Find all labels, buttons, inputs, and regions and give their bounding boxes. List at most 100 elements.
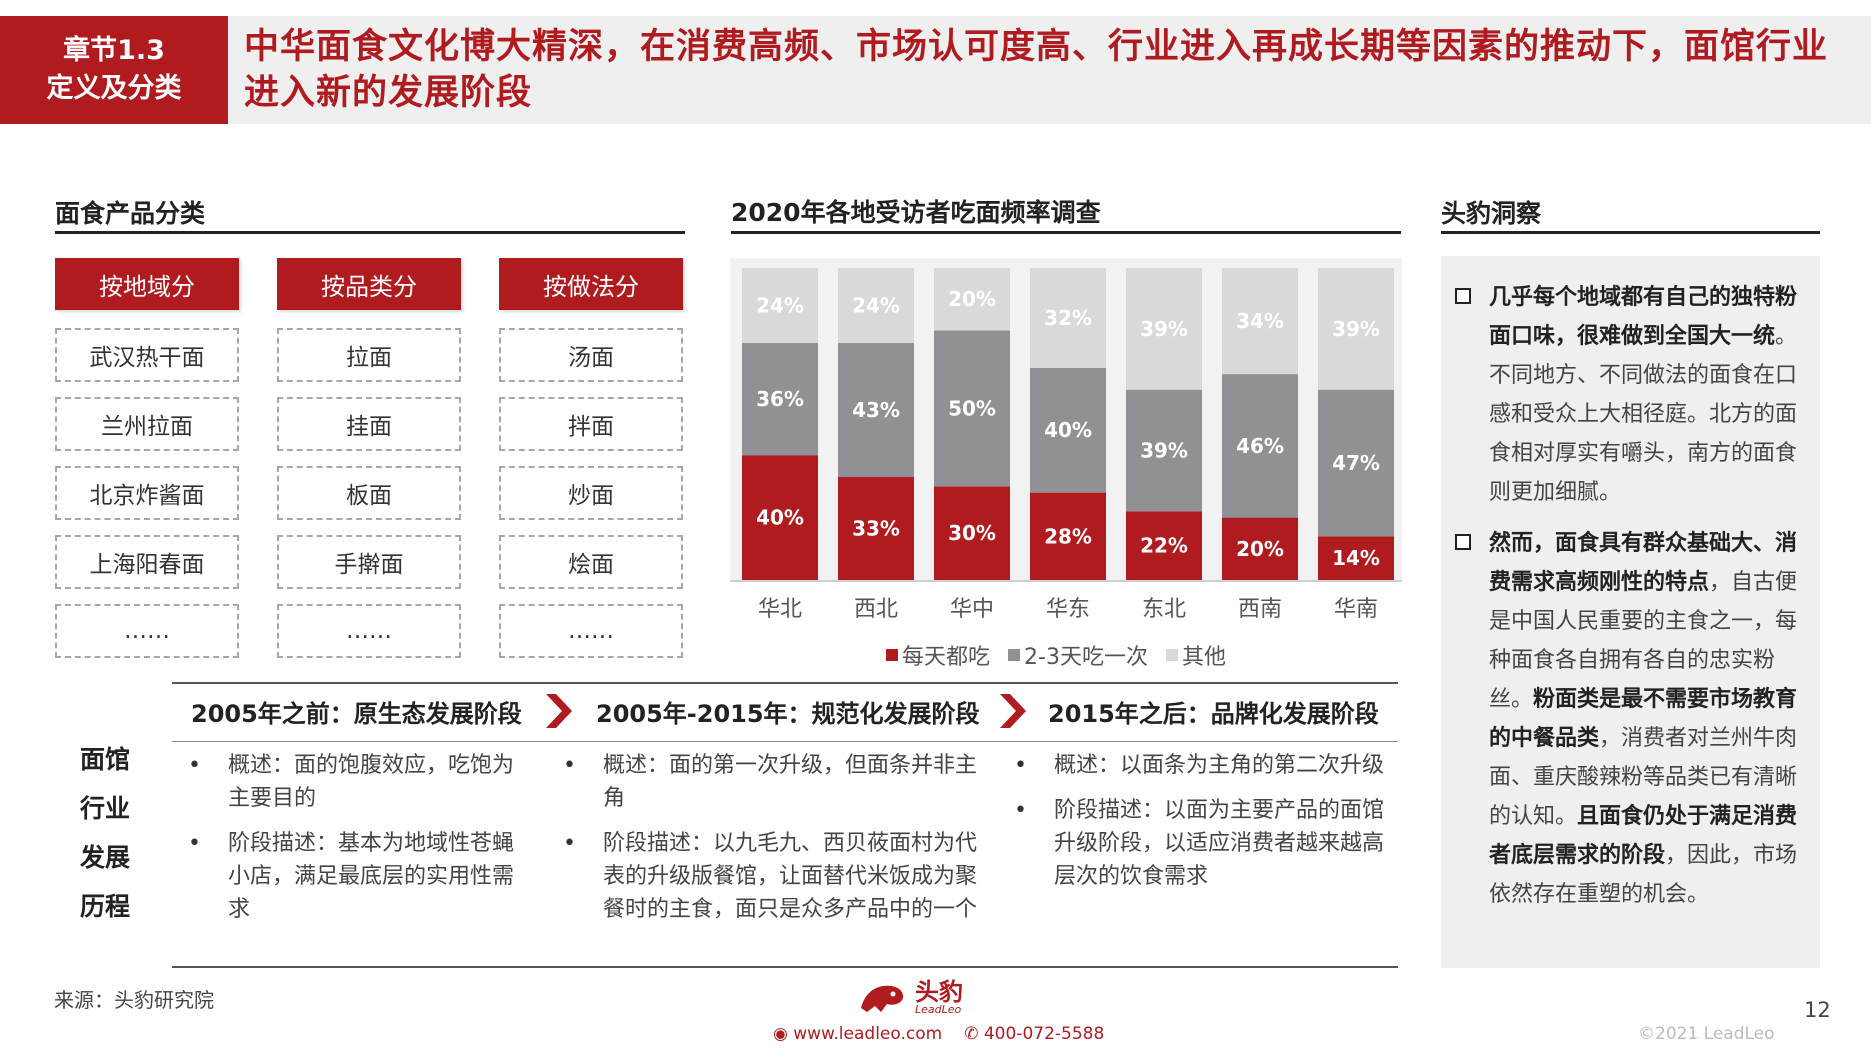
- source-note: 来源：头豹研究院: [54, 988, 214, 1012]
- data-label: 43%: [852, 398, 900, 422]
- insight-point-2-text-3: ，因此，市场依然存在重塑的机会。: [1489, 843, 1798, 907]
- classification-item: 烩面: [499, 535, 683, 589]
- classification-item: 拉面: [277, 328, 461, 382]
- side-label-line-4: 历程: [80, 892, 131, 921]
- classification-item: 武汉热干面: [55, 328, 239, 382]
- bar-segment: [742, 268, 818, 343]
- data-label: 50%: [948, 396, 996, 420]
- bar-segment: [934, 330, 1010, 487]
- logo-text-block: 头豹 LeadLeo: [915, 977, 963, 1016]
- data-label: 24%: [756, 293, 804, 317]
- data-label: 33%: [852, 517, 900, 541]
- logo-subtitle: LeadLeo: [915, 1002, 962, 1016]
- classification-title: 面食产品分类: [55, 199, 206, 228]
- insight-point-1-bold: 几乎每个地域都有自己的独特粉面口味，很难做到全国大一统: [1489, 285, 1798, 349]
- insight-list: 几乎每个地域都有自己的独特粉面口味，很难做到全国大一统。不同地方、不同做法的面食…: [1451, 278, 1813, 926]
- leadleo-logo: 头豹 LeadLeo: [857, 978, 963, 1018]
- classification-item: 北京炸酱面: [55, 466, 239, 520]
- timeline-bottom-line: [172, 966, 1398, 968]
- x-tick-label: 西北: [854, 597, 898, 622]
- classification-item: 板面: [277, 466, 461, 520]
- logo-name: 头豹: [915, 977, 963, 1006]
- bar-segment: [1222, 268, 1298, 375]
- legend-item: 其他: [1165, 639, 1226, 671]
- classification-item: 拌面: [499, 397, 683, 451]
- insight-point-2: 然而，面食具有群众基础大、消费需求高频刚性的特点，自古便是中国人民重要的主食之一…: [1451, 524, 1813, 914]
- chart-legend: 每天都吃 2-3天吃一次 其他: [886, 639, 1226, 671]
- x-tick-label: 华东: [1046, 597, 1090, 622]
- x-tick-label: 华中: [950, 597, 994, 622]
- bar-segment: [838, 268, 914, 343]
- data-label: 46%: [1236, 434, 1284, 458]
- side-label-line-2: 行业: [80, 794, 131, 823]
- data-label: 36%: [756, 387, 804, 411]
- phone-icon: ✆: [964, 1024, 979, 1044]
- classification-divider: [55, 231, 685, 234]
- bar-segment: [742, 342, 818, 456]
- data-label: 34%: [1236, 309, 1284, 333]
- legend-label: 每天都吃: [902, 645, 991, 670]
- stage-1-description: 阶段描述：基本为地域性苍蝇小店，满足最底层的实用性需求: [186, 827, 526, 926]
- bar-segment: [1126, 389, 1202, 512]
- bar-segment: [1030, 268, 1106, 368]
- checkbox-bullet-icon: [1455, 288, 1471, 304]
- timeline-top-line: [172, 682, 1398, 684]
- page-title: 中华面食文化博大精深，在消费高频、市场认可度高、行业进入再成长期等因素的推动下，…: [244, 27, 1829, 113]
- bar-segment: [934, 268, 1010, 331]
- classification-header: 按品类分: [277, 258, 461, 310]
- bar-segment: [1318, 268, 1394, 390]
- stage-2-description: 阶段描述：以九毛九、西贝莜面村为代表的升级版餐馆，让面替代米饭成为聚餐时的主食，…: [561, 827, 989, 926]
- data-label: 22%: [1140, 534, 1188, 558]
- checkbox-bullet-icon: [1455, 534, 1471, 550]
- classification-header: 按地域分: [55, 258, 239, 310]
- classification-item: 炒面: [499, 466, 683, 520]
- bar-segment: [1030, 492, 1106, 580]
- classification-item: ……: [499, 604, 683, 658]
- frequency-chart: 40% 36% 24% 华北 33% 43% 24% 西北 30% 50% 20% 华中 28% 40% 3…: [730, 258, 1402, 678]
- stage-2-details: 概述：面的第一次升级，但面条并非主角 阶段描述：以九毛九、西贝莜面村为代表的升级…: [561, 749, 989, 938]
- website-link[interactable]: ◉ www.leadleo.com: [773, 1024, 942, 1044]
- bar-segment: [1030, 367, 1106, 493]
- bar-segment: [1126, 268, 1202, 390]
- insight-point-2-bold-1: 然而，面食具有群众基础大、消费需求高频刚性的特点: [1489, 531, 1798, 595]
- legend-item: 2-3天吃一次: [1008, 639, 1148, 671]
- bar-segment: [1318, 536, 1394, 580]
- legend-item: 每天都吃: [886, 639, 990, 671]
- bar-segment: [838, 477, 914, 580]
- insight-point-2-bold-2: 粉面类是最不需要市场教育的中餐品类: [1489, 687, 1798, 751]
- stage-2-heading: 2005年-2015年：规范化发展阶段: [596, 700, 980, 728]
- bar-segment: [1222, 374, 1298, 518]
- data-label: 14%: [1332, 546, 1380, 570]
- legend-label: 其他: [1181, 645, 1226, 670]
- insight-point-2-bold-3: 且面食仍处于满足消费者底层需求的阶段: [1489, 804, 1798, 868]
- chevron-right-icon: [546, 694, 572, 728]
- stage-3-details: 概述：以面条为主角的第二次升级 阶段描述：以面为主要产品的面馆升级阶段，以适应消…: [1012, 749, 1390, 905]
- classification-item: 上海阳春面: [55, 535, 239, 589]
- stage-3-description: 阶段描述：以面为主要产品的面馆升级阶段，以适应消费者越来越高层次的饮食需求: [1012, 794, 1390, 893]
- insight-divider: [1441, 231, 1820, 234]
- classification-item: ……: [277, 604, 461, 658]
- insight-point-2-text-1: ，自古便是中国人民重要的主食之一，每种面食各自拥有各自的忠实粉丝。: [1489, 570, 1798, 712]
- insight-point-2-text-2: ，消费者对兰州牛肉面、重庆酸辣粉等品类已有清晰的认知。: [1489, 726, 1798, 829]
- timeline-side-label: 面馆 行业 发展 历程: [80, 735, 140, 931]
- copyright: ©2021 LeadLeo: [1638, 1024, 1775, 1044]
- legend-label: 2-3天吃一次: [1024, 645, 1148, 670]
- data-label: 39%: [1332, 317, 1380, 341]
- bar-segment: [1222, 517, 1298, 580]
- header-bar: 章节1.3 定义及分类 中华面食文化博大精深，在消费高频、市场认可度高、行业进入…: [0, 16, 1871, 124]
- stage-3-heading: 2015年之后：品牌化发展阶段: [1048, 700, 1379, 728]
- phone-text: 400-072-5588: [983, 1024, 1105, 1044]
- stage-3-overview: 概述：以面条为主角的第二次升级: [1012, 749, 1390, 782]
- globe-icon: ◉: [773, 1024, 788, 1044]
- classification-item: 汤面: [499, 328, 683, 382]
- data-label: 30%: [948, 521, 996, 545]
- data-label: 32%: [1044, 306, 1092, 330]
- classification-item: 挂面: [277, 397, 461, 451]
- stage-2-overview: 概述：面的第一次升级，但面条并非主角: [561, 749, 989, 815]
- side-label-line-1: 面馆: [80, 745, 131, 774]
- classification-header: 按做法分: [499, 258, 683, 310]
- data-label: 24%: [852, 293, 900, 317]
- legend-swatch: [1008, 649, 1021, 661]
- phone-info: ✆ 400-072-5588: [964, 1024, 1104, 1044]
- data-label: 39%: [1140, 439, 1188, 463]
